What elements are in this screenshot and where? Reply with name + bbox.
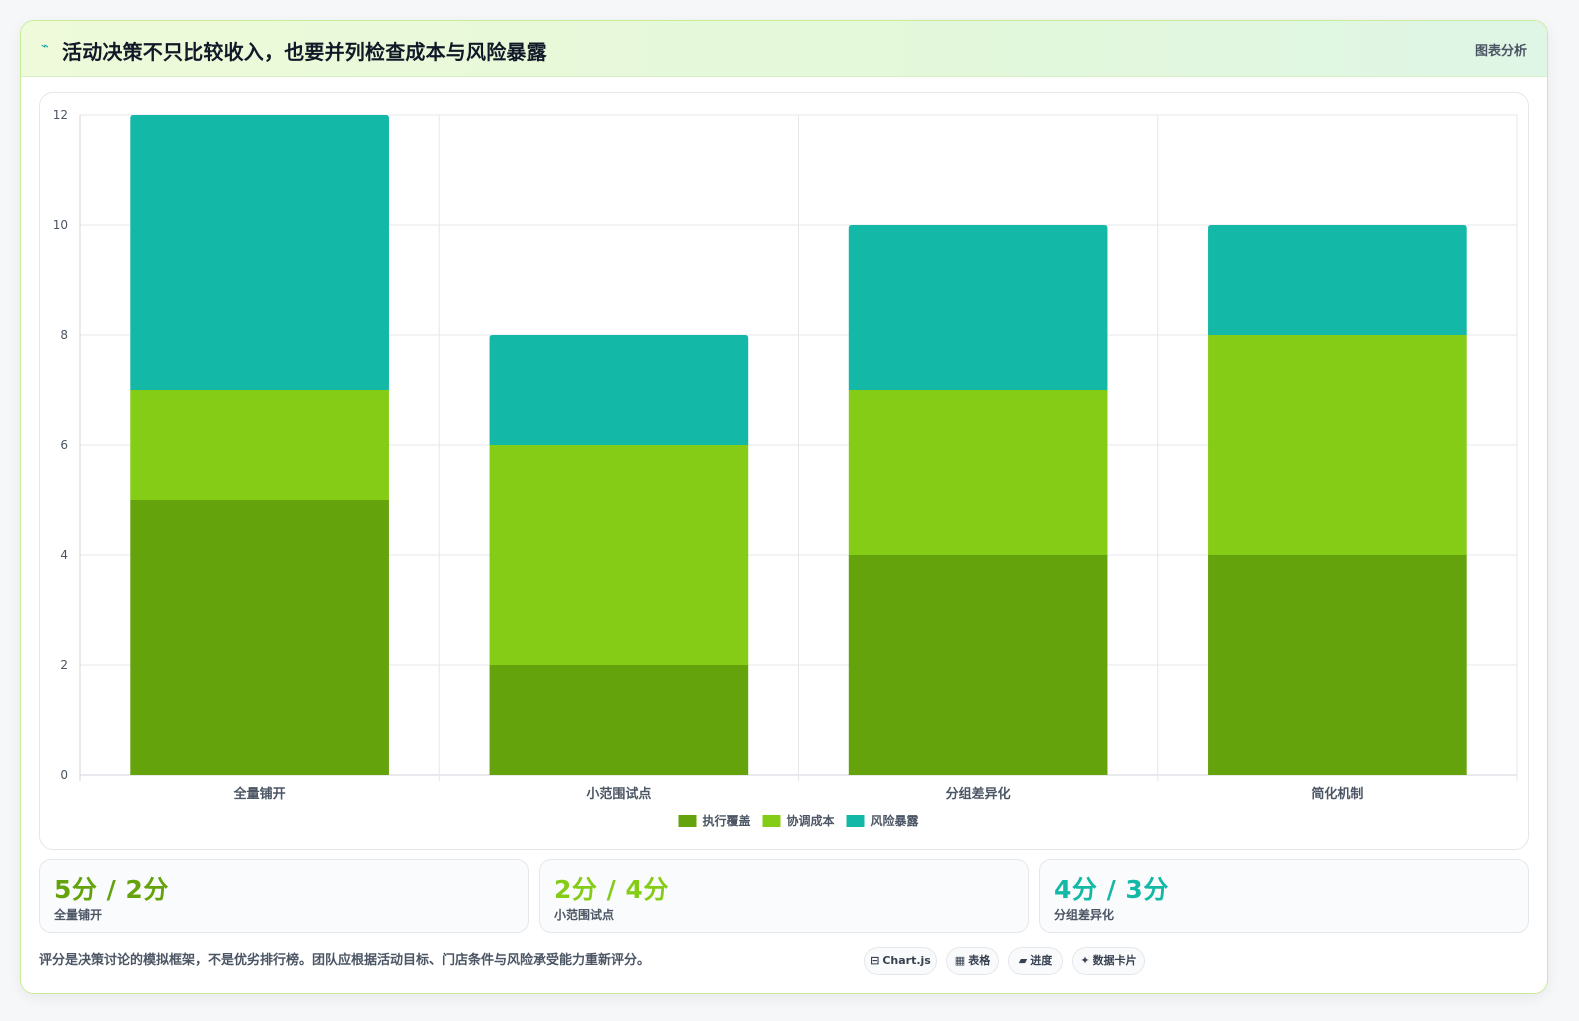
chip-label: 数据卡片 <box>1092 954 1137 967</box>
x-tick-label: 简化机制 <box>1311 786 1363 802</box>
stat-card: 5分 / 2分 全量铺开 <box>39 859 529 933</box>
progress-icon: ▰ <box>1018 954 1028 967</box>
card-header: ⌁ 活动决策不只比较收入，也要并列检查成本与风险暴露 图表分析 <box>21 21 1547 77</box>
legend-swatch <box>762 815 781 827</box>
y-tick-label: 6 <box>60 438 68 452</box>
chip-label: 表格 <box>968 954 991 967</box>
x-tick-label: 全量铺开 <box>233 786 286 802</box>
chart-panel: 0 2 4 6 8 10 12 全量铺开 小范围试点 分组差异化 简化机制执行覆盖 协调成本 风险暴露 <box>39 92 1529 850</box>
chip-table[interactable]: ▦ 表格 <box>946 947 999 975</box>
stat-label: 分组差异化 <box>1054 908 1115 922</box>
stat-value: 4分 / 3分 <box>1054 875 1169 904</box>
legend-swatch <box>846 815 865 827</box>
stat-label: 全量铺开 <box>54 908 103 922</box>
bar-segment <box>130 390 389 500</box>
bar-segment <box>489 335 749 445</box>
stat-card: 2分 / 4分 小范围试点 <box>539 859 1029 933</box>
bar-segment <box>848 555 1108 775</box>
bar-segment <box>130 500 389 775</box>
y-tick-label: 4 <box>60 548 68 562</box>
chip-progress[interactable]: ▰ 进度 <box>1008 947 1063 975</box>
legend-label: 协调成本 <box>787 813 835 828</box>
bar-segment <box>130 115 389 390</box>
chart-card: ⌁ 活动决策不只比较收入，也要并列检查成本与风险暴露 图表分析 0 2 4 6 8 10 1… <box>20 20 1548 994</box>
trend-line-icon: ⌁ <box>41 39 49 54</box>
chart-icon: ⊟ <box>870 954 880 967</box>
y-tick-label: 12 <box>53 108 68 122</box>
chip-label: 进度 <box>1030 954 1053 967</box>
chart-analysis-tag[interactable]: 图表分析 <box>1474 44 1527 59</box>
footnote: 评分是决策讨论的模拟框架，不是优劣排行榜。团队应根据活动目标、门店条件与风险承受… <box>39 953 651 968</box>
page-title: 活动决策不只比较收入，也要并列检查成本与风险暴露 <box>62 40 547 64</box>
y-tick-label: 0 <box>60 768 68 782</box>
y-tick-label: 2 <box>60 658 68 672</box>
bar-segment <box>1208 225 1467 335</box>
y-tick-label: 8 <box>60 328 68 342</box>
stat-card: 4分 / 3分 分组差异化 <box>1039 859 1529 933</box>
table-icon: ▦ <box>954 954 966 967</box>
bar-segment <box>489 665 749 775</box>
bar-segment <box>1208 335 1467 555</box>
legend-swatch <box>678 815 697 827</box>
x-tick-label: 分组差异化 <box>946 786 1011 802</box>
legend-label: 风险暴露 <box>871 813 920 828</box>
sparkle-icon: ✦ <box>1080 954 1090 967</box>
chip-data-card[interactable]: ✦ 数据卡片 <box>1072 947 1145 975</box>
bar-segment <box>848 225 1108 390</box>
stat-value: 2分 / 4分 <box>554 875 669 904</box>
legend-label: 执行覆盖 <box>703 813 751 828</box>
chip-chartjs[interactable]: ⊟ Chart.js <box>864 947 937 975</box>
x-tick-label: 小范围试点 <box>586 786 651 802</box>
chip-label: Chart.js <box>882 954 931 967</box>
stat-value: 5分 / 2分 <box>54 875 169 904</box>
bar-segment <box>489 445 749 665</box>
y-tick-label: 10 <box>53 218 68 232</box>
bar-segment <box>848 390 1108 555</box>
stat-label: 小范围试点 <box>554 908 615 922</box>
stats-row: 5分 / 2分 全量铺开 2分 / 4分 小范围试点 4分 / 3分 分组差异化 <box>39 859 1529 933</box>
bar-segment <box>1208 555 1467 775</box>
